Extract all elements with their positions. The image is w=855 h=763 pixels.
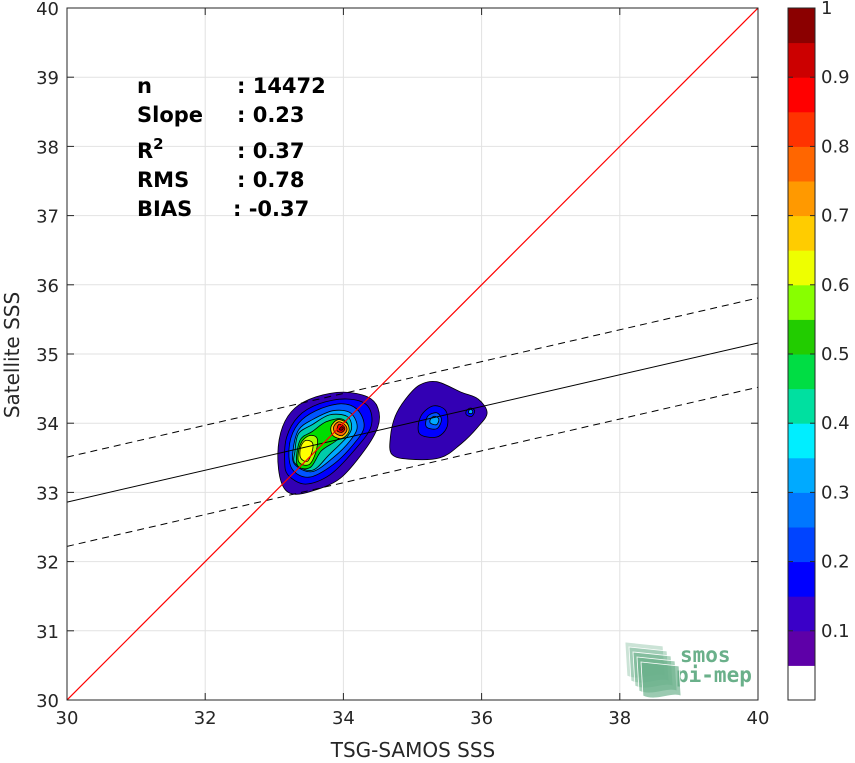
colorbar-tick-label: 0.5 (821, 344, 850, 365)
colorbar-segment (788, 423, 815, 459)
y-tick-label: 30 (36, 691, 59, 712)
x-tick-label: 40 (747, 708, 770, 729)
colorbar-segment (788, 319, 815, 355)
identity-line (67, 8, 758, 700)
colorbar-segment (788, 561, 815, 597)
x-tick-label: 32 (194, 708, 217, 729)
regression-line (67, 342, 758, 503)
y-tick-label: 36 (36, 276, 59, 297)
density-cluster (389, 380, 488, 461)
colorbar-segment (788, 250, 815, 286)
colorbar-segment (788, 492, 815, 528)
colorbar-segment (788, 146, 815, 182)
colorbar-segment (788, 457, 815, 493)
x-axis-title: TSG-SAMOS SSS (330, 738, 496, 762)
stats-value: : 0.23 (237, 103, 305, 127)
colorbar-segment (788, 527, 815, 563)
density-contour-level (468, 408, 474, 415)
colorbar-segment (788, 388, 815, 424)
colorbar-segment (788, 284, 815, 320)
stats-label: RMS (137, 168, 189, 192)
colorbar-segment (788, 215, 815, 251)
y-tick-label: 40 (36, 0, 59, 20)
colorbar-tick-label: 1 (821, 0, 832, 19)
x-tick-label: 36 (470, 708, 493, 729)
colorbar-tick-label: 0.1 (821, 621, 850, 642)
colorbar-tick-label: 0.8 (821, 136, 850, 157)
plot-area: smos pi-mep 30 32 34 36 38 40 30 31 32 33 34 35 36 37… (36, 0, 769, 729)
colorbar-segment (788, 42, 815, 78)
colorbar-segment (788, 111, 815, 147)
colorbar-tick-label: 0.6 (821, 275, 850, 296)
stats-label: BIAS (137, 197, 192, 221)
y-tick-label: 38 (36, 137, 59, 158)
y-axis-title: Satellite SSS (0, 292, 24, 418)
logo-text-line2: pi-mep (676, 663, 752, 687)
stats-value: : 0.37 (237, 139, 305, 163)
logo-sheet (640, 661, 682, 699)
colorbar-tick-label: 0.9 (821, 67, 850, 88)
x-tick-label: 34 (332, 708, 355, 729)
colorbar-segment (788, 8, 815, 44)
logo-text-line1: smos (680, 643, 731, 667)
fit-lines (67, 8, 758, 700)
y-tick-label: 31 (36, 622, 59, 643)
logo-graphic (624, 641, 682, 699)
colorbar-segment (788, 630, 815, 666)
colorbar: 0.1 0.2 0.3 0.4 0.5 0.6 0.7 0.8 0.9 1 (787, 0, 850, 701)
colorbar-segment (788, 354, 815, 390)
stats-label: Slope (137, 103, 203, 127)
lower-bound-line (67, 386, 758, 547)
y-tick-label: 35 (36, 345, 59, 366)
stats-value: : 0.78 (237, 168, 305, 192)
x-tick-label: 38 (608, 708, 631, 729)
colorbar-tick-label: 0.2 (821, 552, 850, 573)
colorbar-tick-label: 0.7 (821, 206, 850, 227)
y-tick-label: 39 (36, 68, 59, 89)
colorbar-segment (788, 596, 815, 632)
colorbar-segment (788, 665, 815, 701)
colorbar-tick-label: 0.4 (821, 413, 850, 434)
y-tick-label: 37 (36, 207, 59, 228)
stats-superscript: 2 (153, 135, 163, 153)
stats-value: : -0.37 (233, 197, 309, 221)
y-tick-label: 34 (36, 414, 59, 435)
colorbar-tick-label: 0.3 (821, 482, 850, 503)
x-tick-label: 30 (56, 708, 79, 729)
stats-value: : 14472 (237, 74, 326, 98)
colorbar-segment (788, 77, 815, 113)
upper-bound-line (67, 297, 758, 458)
colorbar-segment (788, 181, 815, 217)
smos-pimep-logo: smos pi-mep (624, 641, 752, 699)
stats-label: n (137, 74, 152, 98)
density-contour-level (338, 426, 344, 431)
y-tick-label: 32 (36, 553, 59, 574)
y-tick-label: 33 (36, 483, 59, 504)
